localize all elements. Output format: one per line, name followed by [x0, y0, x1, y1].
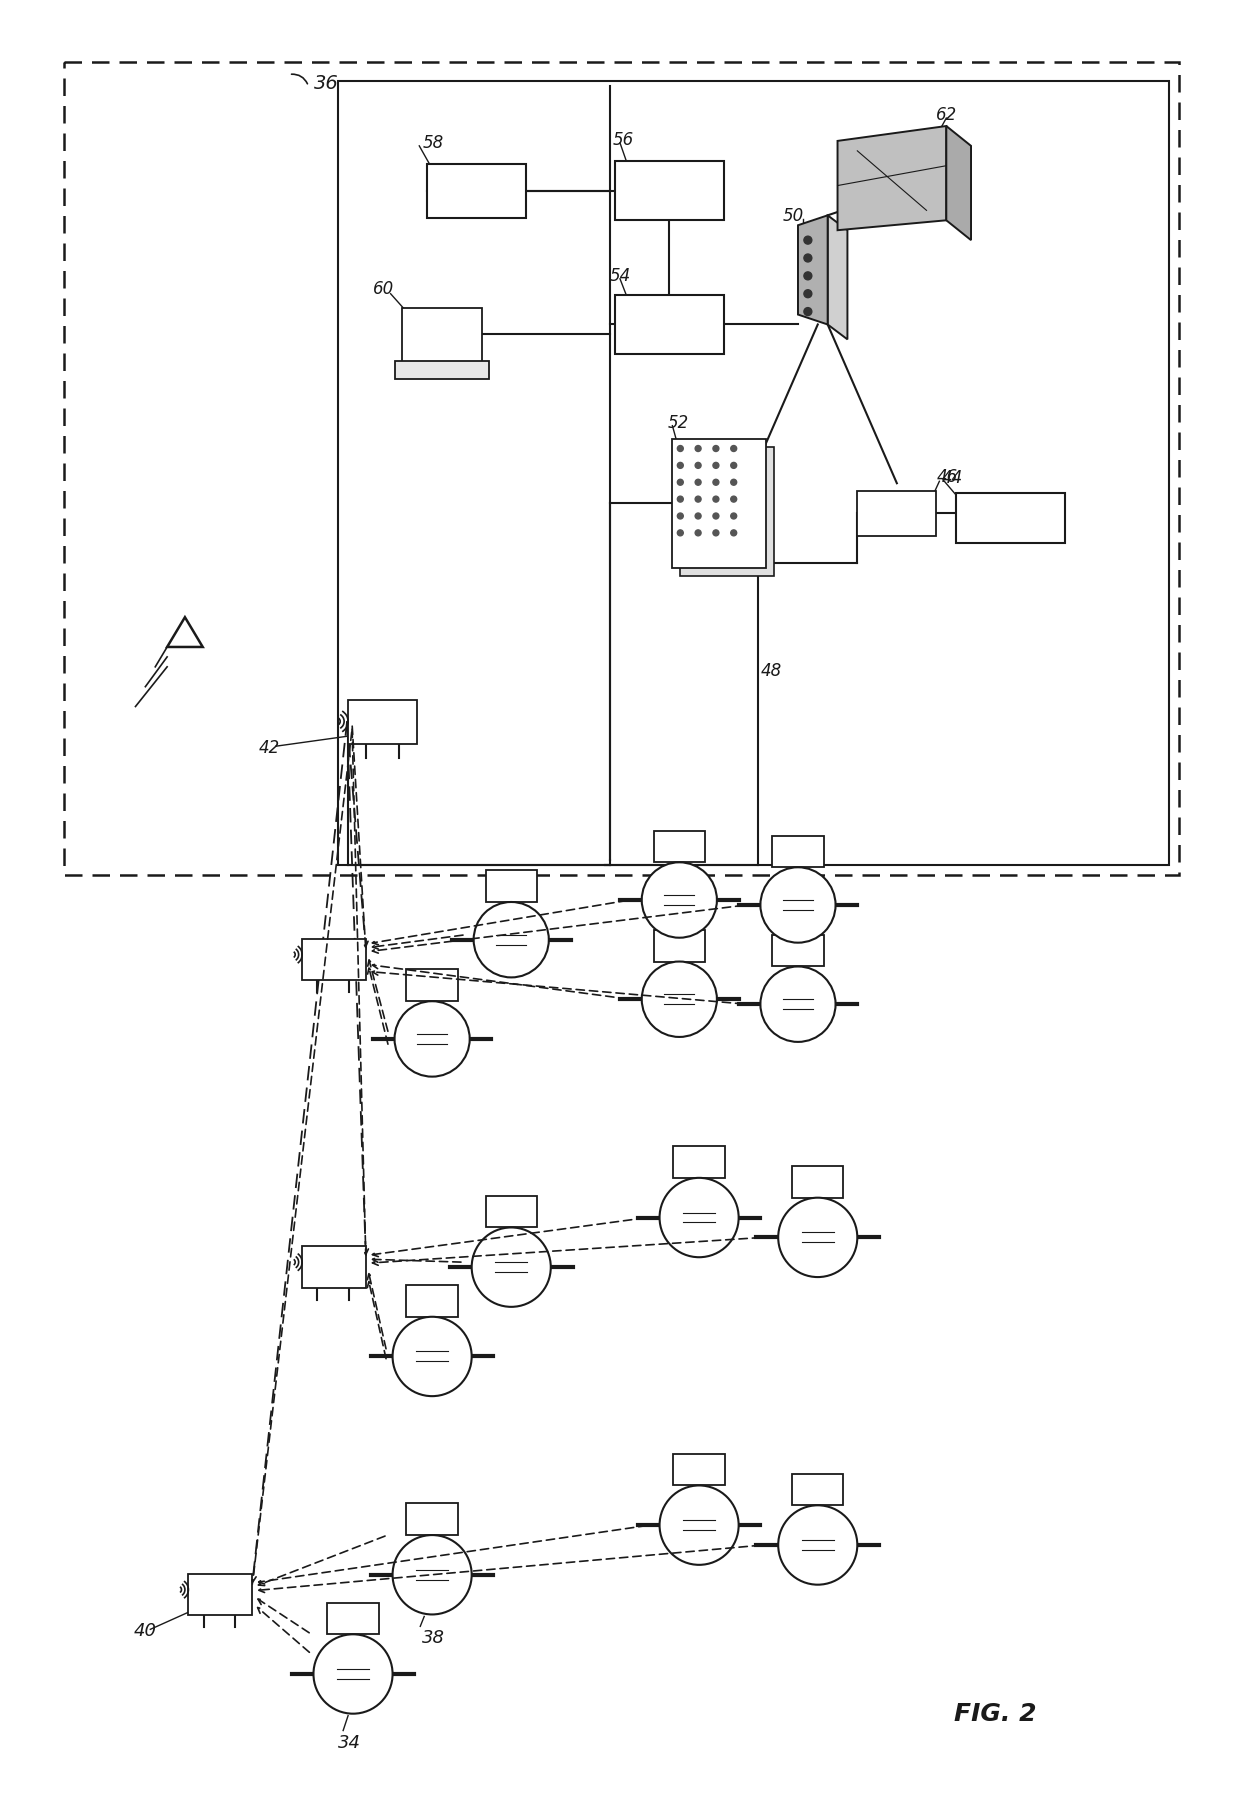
Circle shape: [677, 479, 683, 484]
Polygon shape: [946, 126, 971, 240]
Circle shape: [713, 445, 719, 452]
Circle shape: [730, 529, 737, 537]
Circle shape: [713, 463, 719, 468]
Bar: [407, 1284, 458, 1317]
Circle shape: [677, 513, 683, 519]
Text: 56: 56: [613, 131, 635, 149]
Circle shape: [804, 236, 812, 245]
Bar: [653, 929, 706, 962]
Bar: [428, 164, 526, 218]
Circle shape: [804, 272, 812, 279]
Bar: [773, 935, 823, 967]
Circle shape: [696, 463, 701, 468]
Bar: [615, 295, 724, 355]
Text: 50: 50: [784, 207, 805, 225]
Circle shape: [642, 863, 717, 938]
Circle shape: [314, 1634, 393, 1715]
Circle shape: [713, 513, 719, 519]
Circle shape: [696, 495, 701, 502]
Bar: [403, 308, 481, 362]
Circle shape: [474, 902, 549, 978]
Polygon shape: [837, 126, 946, 231]
Circle shape: [730, 479, 737, 484]
Circle shape: [394, 1001, 470, 1077]
Bar: [301, 1246, 366, 1288]
Circle shape: [677, 529, 683, 537]
Bar: [615, 160, 724, 220]
Text: FIG. 2: FIG. 2: [955, 1702, 1037, 1725]
Circle shape: [730, 513, 737, 519]
Bar: [301, 938, 366, 980]
Circle shape: [730, 495, 737, 502]
Circle shape: [677, 463, 683, 468]
Polygon shape: [799, 216, 827, 324]
Bar: [188, 1574, 252, 1615]
Circle shape: [677, 495, 683, 502]
Bar: [339, 81, 1169, 864]
Bar: [956, 493, 1065, 542]
Circle shape: [713, 529, 719, 537]
Circle shape: [660, 1178, 739, 1257]
Text: FCP: FCP: [652, 182, 686, 200]
Circle shape: [642, 962, 717, 1037]
Polygon shape: [827, 216, 847, 339]
Bar: [857, 492, 936, 537]
Circle shape: [730, 445, 737, 452]
Circle shape: [804, 254, 812, 261]
Circle shape: [804, 308, 812, 315]
Text: 36: 36: [314, 74, 339, 94]
Text: 54: 54: [610, 267, 631, 285]
Circle shape: [696, 445, 701, 452]
Text: 38: 38: [423, 1630, 445, 1648]
Bar: [348, 699, 418, 744]
Bar: [394, 362, 490, 378]
Circle shape: [696, 513, 701, 519]
Bar: [486, 1196, 537, 1228]
Bar: [653, 830, 706, 863]
Text: FBM: FBM: [651, 315, 688, 333]
Bar: [673, 1145, 725, 1178]
Circle shape: [677, 445, 683, 452]
Bar: [64, 61, 1179, 875]
Circle shape: [393, 1534, 471, 1614]
Text: 62: 62: [936, 106, 957, 124]
Bar: [407, 1504, 458, 1534]
Bar: [407, 969, 458, 1001]
Circle shape: [779, 1506, 857, 1585]
Circle shape: [713, 495, 719, 502]
Circle shape: [779, 1198, 857, 1277]
Bar: [486, 870, 537, 902]
Circle shape: [760, 868, 836, 942]
Text: 46: 46: [936, 468, 957, 486]
Text: 48: 48: [760, 661, 781, 679]
Circle shape: [730, 463, 737, 468]
Text: 42: 42: [259, 738, 280, 756]
Circle shape: [713, 479, 719, 484]
Text: 40: 40: [134, 1623, 156, 1641]
Text: 58: 58: [423, 133, 444, 151]
Bar: [792, 1473, 843, 1506]
Text: 60: 60: [373, 279, 394, 297]
Circle shape: [696, 529, 701, 537]
Text: 52: 52: [667, 414, 688, 432]
Bar: [792, 1165, 843, 1198]
Text: 34: 34: [339, 1734, 361, 1752]
Text: ATS: ATS: [460, 182, 494, 200]
Circle shape: [393, 1317, 471, 1396]
Circle shape: [471, 1228, 551, 1308]
Bar: [327, 1603, 378, 1634]
Text: POWER: POWER: [982, 510, 1039, 526]
Circle shape: [696, 479, 701, 484]
Circle shape: [660, 1486, 739, 1565]
Bar: [681, 447, 774, 576]
Text: 44: 44: [941, 470, 962, 488]
Bar: [673, 1453, 725, 1486]
Circle shape: [804, 290, 812, 297]
Bar: [773, 836, 823, 868]
Circle shape: [760, 967, 836, 1043]
Bar: [672, 439, 766, 567]
